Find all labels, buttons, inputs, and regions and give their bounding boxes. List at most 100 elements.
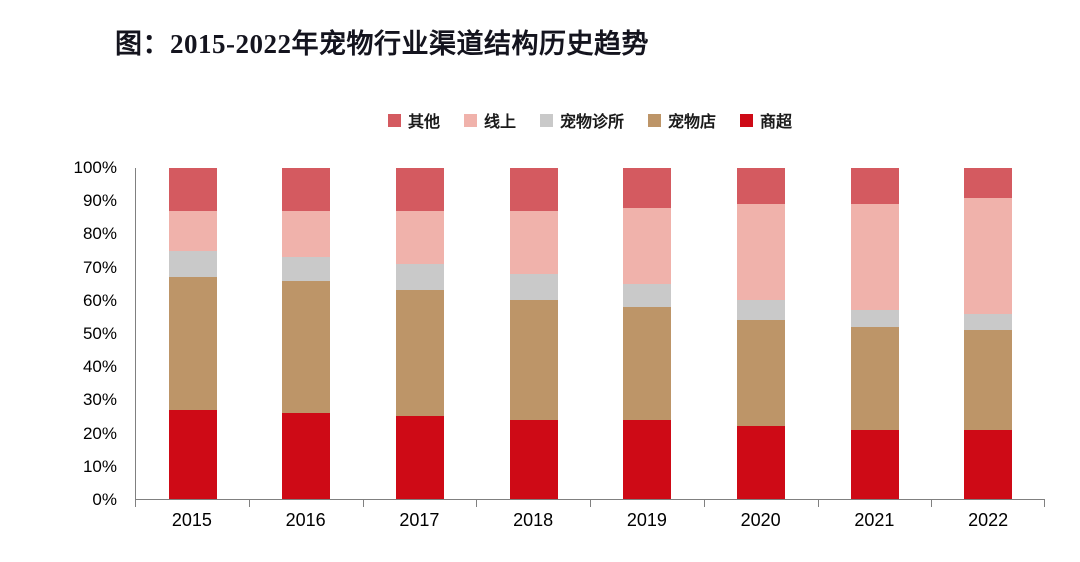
- legend-label: 宠物店: [668, 114, 717, 131]
- x-axis-label: 2017: [399, 510, 440, 530]
- bar-segment-商超: [850, 429, 899, 499]
- bar-slot-2022: [931, 168, 1045, 499]
- x-axis-tickmark: [476, 500, 478, 507]
- bar-segment-线上: [509, 211, 558, 274]
- bar-segment-宠物诊所: [168, 250, 217, 278]
- bar-segment-商超: [736, 426, 785, 499]
- legend-swatch: [387, 113, 401, 127]
- bar-segment-商超: [396, 416, 445, 499]
- bar-segment-宠物诊所: [736, 300, 785, 321]
- x-axis-label: 2018: [513, 510, 554, 530]
- bar-segment-线上: [168, 211, 217, 251]
- x-axis-label: 2020: [740, 510, 781, 530]
- legend-item: 商超: [740, 108, 792, 132]
- bar-segment-宠物诊所: [964, 313, 1013, 331]
- bar-segment-宠物店: [509, 300, 558, 420]
- plot-area: [135, 168, 1045, 500]
- x-axis-tickmark: [590, 500, 591, 507]
- legend-swatch: [648, 113, 661, 127]
- legend-label: 线上: [483, 114, 516, 131]
- stacked-bar-2021: [850, 168, 899, 499]
- bar-segment-宠物店: [964, 330, 1013, 430]
- x-axis-label: 2022: [968, 510, 1009, 530]
- bar-slot-2017: [363, 168, 477, 499]
- bar-segment-其他: [850, 168, 899, 205]
- x-axis-label: 2016: [285, 510, 326, 530]
- bar-slot-2015: [136, 168, 250, 499]
- bar-segment-线上: [964, 197, 1013, 314]
- bar-segment-宠物店: [850, 326, 899, 430]
- y-axis-tick-label: 0%: [92, 490, 117, 509]
- bar-slot-2019: [591, 168, 705, 499]
- x-axis-label: 2021: [854, 510, 895, 530]
- bar-segment-商超: [509, 419, 558, 499]
- x-axis-tickmarks: [135, 500, 1045, 507]
- bar-segment-其他: [396, 168, 445, 212]
- stacked-bar-2020: [736, 168, 785, 499]
- bar-segment-商超: [282, 412, 331, 499]
- x-axis-tickmark: [135, 500, 136, 507]
- bar-segment-宠物诊所: [396, 264, 445, 291]
- y-axis-tick-label: 50%: [82, 324, 117, 343]
- y-axis-tick-label: 10%: [82, 456, 117, 476]
- bar-segment-宠物店: [623, 307, 672, 420]
- y-axis: 0% 10% 20% 30% 40% 50% 60% 70% 80% 90% 100%: [0, 158, 127, 509]
- bar-segment-线上: [396, 211, 445, 265]
- bar-segment-宠物店: [396, 290, 445, 417]
- bar-segment-线上: [850, 204, 899, 311]
- bar-segment-其他: [736, 168, 785, 205]
- stacked-bar-2019: [623, 168, 672, 499]
- x-axis-label: 2015: [171, 510, 212, 530]
- bar-segment-宠物店: [282, 280, 331, 413]
- legend-swatch: [740, 113, 754, 127]
- stacked-bar-2022: [964, 168, 1013, 499]
- y-axis-tick-label: 80%: [82, 224, 117, 244]
- bar-segment-其他: [964, 168, 1013, 198]
- bar-segment-宠物店: [736, 320, 785, 427]
- bar-segment-宠物店: [168, 277, 217, 410]
- x-axis-label: 2019: [626, 510, 667, 530]
- y-axis-tick-label: 70%: [82, 257, 117, 277]
- legend-label: 其他: [407, 114, 440, 131]
- bar-segment-商超: [168, 409, 217, 499]
- bar-slot-2021: [818, 168, 932, 499]
- bar-slot-2020: [704, 168, 818, 499]
- bar-segment-线上: [623, 207, 672, 284]
- bar-segment-线上: [736, 204, 785, 301]
- bar-segment-商超: [964, 429, 1013, 499]
- legend-item: 线上: [463, 108, 516, 132]
- bar-slot-2018: [477, 168, 591, 499]
- bar-segment-宠物诊所: [850, 310, 899, 327]
- y-axis-tick-label: 20%: [82, 423, 117, 443]
- bars-container: [136, 168, 1045, 499]
- y-axis-tick-label: 30%: [82, 390, 117, 410]
- y-axis-tick-label: 40%: [82, 357, 117, 377]
- stacked-bar-2017: [396, 168, 445, 499]
- legend-item: 宠物诊所: [539, 108, 624, 132]
- bar-segment-宠物诊所: [509, 273, 558, 301]
- x-axis-tickmark: [931, 500, 933, 507]
- bar-segment-商超: [623, 419, 672, 499]
- x-axis-tickmark: [362, 500, 364, 507]
- bar-segment-其他: [509, 168, 558, 212]
- bar-segment-其他: [168, 168, 217, 212]
- legend: 其他 线上 宠物诊所 宠物店 商超: [135, 108, 1045, 132]
- bar-slot-2016: [250, 168, 364, 499]
- x-axis-tickmark: [248, 500, 250, 507]
- chart-title: 图：2015-2022年宠物行业渠道结构历史趋势: [115, 29, 649, 59]
- bar-segment-其他: [623, 168, 672, 208]
- bar-segment-线上: [282, 211, 331, 258]
- x-axis-tickmark: [1044, 500, 1045, 507]
- bar-segment-宠物诊所: [623, 283, 672, 308]
- stacked-bar-2015: [168, 168, 217, 499]
- stacked-bar-2016: [282, 168, 331, 499]
- legend-label: 宠物诊所: [559, 114, 624, 131]
- legend-swatch: [539, 113, 553, 127]
- legend-swatch: [463, 113, 477, 127]
- x-axis-tickmark: [703, 500, 705, 507]
- x-axis: 2015 2016 2017 2018 2019 2020 2021 2022: [135, 510, 1045, 531]
- y-axis-tick-label: 90%: [82, 191, 117, 211]
- bar-segment-宠物诊所: [282, 257, 331, 281]
- stacked-bar-chart: 0% 10% 20% 30% 40% 50% 60% 70% 80% 90% 100% 2015 20…: [0, 158, 1080, 548]
